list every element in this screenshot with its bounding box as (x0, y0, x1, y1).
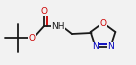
Text: O: O (41, 6, 47, 15)
Text: O: O (100, 19, 106, 27)
Text: NH: NH (51, 22, 65, 30)
Text: N: N (92, 42, 99, 51)
Text: N: N (107, 42, 114, 51)
Text: O: O (29, 33, 35, 43)
